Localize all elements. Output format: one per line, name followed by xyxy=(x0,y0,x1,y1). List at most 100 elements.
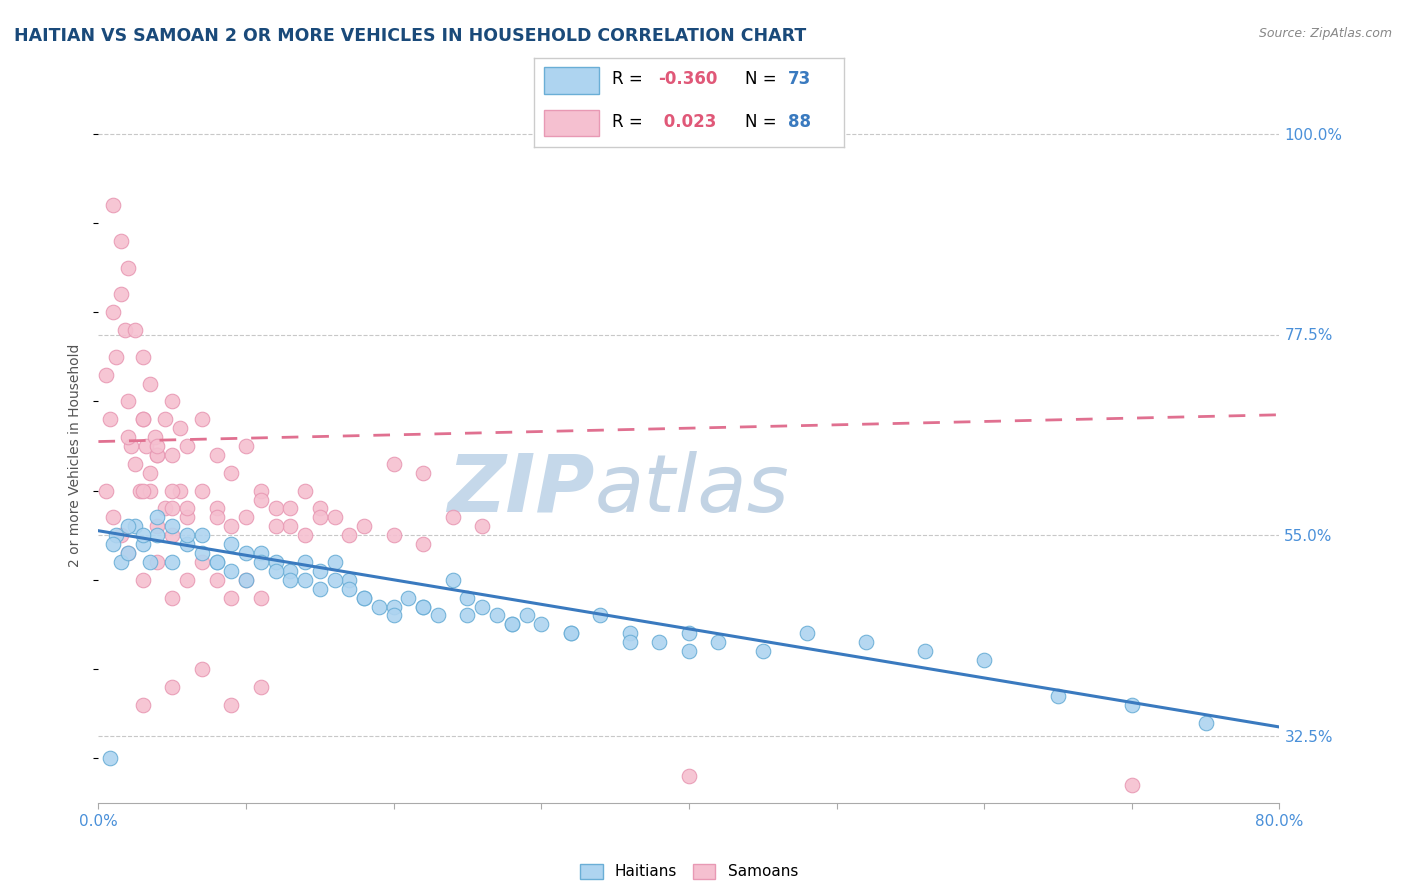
Point xyxy=(103,198,125,212)
Legend: Haitians, Samoans: Haitians, Samoans xyxy=(574,857,804,886)
Point xyxy=(191,483,214,498)
Point xyxy=(589,608,612,623)
Point xyxy=(368,599,391,614)
Text: R =: R = xyxy=(612,113,643,131)
Point xyxy=(110,528,132,542)
Point xyxy=(176,573,198,587)
Y-axis label: 2 or more Vehicles in Household: 2 or more Vehicles in Household xyxy=(69,343,83,566)
Text: Source: ZipAtlas.com: Source: ZipAtlas.com xyxy=(1258,27,1392,40)
Point xyxy=(294,573,316,587)
Text: -0.360: -0.360 xyxy=(658,70,717,88)
Point xyxy=(146,439,169,453)
Point xyxy=(221,466,243,480)
Text: 0.023: 0.023 xyxy=(658,113,717,131)
Text: 88: 88 xyxy=(787,113,811,131)
Point xyxy=(235,573,257,587)
Point xyxy=(132,412,155,426)
Point xyxy=(250,483,273,498)
Point xyxy=(707,635,730,649)
Point xyxy=(191,662,214,676)
Point xyxy=(103,537,125,551)
Text: 73: 73 xyxy=(787,70,811,88)
Point xyxy=(973,653,995,667)
Point xyxy=(427,608,450,623)
Point xyxy=(250,492,273,507)
Point xyxy=(205,573,228,587)
Point xyxy=(309,582,332,596)
Point xyxy=(339,582,360,596)
Point xyxy=(396,591,419,605)
Point xyxy=(146,519,169,533)
Point xyxy=(205,555,228,569)
Point xyxy=(456,591,478,605)
Point xyxy=(98,751,121,765)
Point xyxy=(120,439,142,453)
Point xyxy=(132,573,155,587)
Point xyxy=(486,608,509,623)
Point xyxy=(353,519,375,533)
Point xyxy=(169,483,191,498)
Point xyxy=(1121,778,1143,792)
Point xyxy=(169,421,191,435)
Point xyxy=(412,466,434,480)
Point xyxy=(205,555,228,569)
Point xyxy=(132,350,155,364)
Point xyxy=(501,617,523,632)
Point xyxy=(221,537,243,551)
Point xyxy=(221,519,243,533)
Point xyxy=(309,564,332,578)
Point xyxy=(619,626,641,640)
Point xyxy=(124,323,146,337)
Point xyxy=(117,546,139,560)
Point xyxy=(98,412,121,426)
Point xyxy=(176,501,198,516)
Point xyxy=(264,501,287,516)
Point xyxy=(501,617,523,632)
Point xyxy=(441,573,464,587)
Point xyxy=(323,555,346,569)
Point xyxy=(221,564,243,578)
Point xyxy=(162,528,183,542)
Point xyxy=(796,626,818,640)
Point xyxy=(205,501,228,516)
Text: N =: N = xyxy=(745,113,776,131)
Point xyxy=(264,519,287,533)
Point xyxy=(412,599,434,614)
Point xyxy=(176,510,198,524)
Point xyxy=(619,635,641,649)
Point xyxy=(456,608,478,623)
Point xyxy=(117,260,139,275)
Point xyxy=(382,608,405,623)
Point xyxy=(146,555,169,569)
Point xyxy=(264,555,287,569)
Point xyxy=(264,564,287,578)
Point xyxy=(339,573,360,587)
Point xyxy=(110,555,132,569)
Point xyxy=(176,537,198,551)
Point xyxy=(235,439,257,453)
Point xyxy=(855,635,877,649)
Point xyxy=(162,555,183,569)
Point xyxy=(143,430,166,444)
Point xyxy=(191,412,214,426)
Point xyxy=(146,448,169,462)
Point xyxy=(441,510,464,524)
Point xyxy=(412,599,434,614)
Point xyxy=(339,528,360,542)
Point xyxy=(309,501,332,516)
Point xyxy=(105,350,128,364)
Point xyxy=(162,591,183,605)
Point xyxy=(1046,689,1069,703)
Point xyxy=(516,608,538,623)
Point xyxy=(105,528,128,542)
Point xyxy=(914,644,936,658)
Point xyxy=(412,537,434,551)
Point xyxy=(110,234,132,248)
Point xyxy=(678,769,700,783)
Point xyxy=(382,599,405,614)
Point xyxy=(471,519,494,533)
Point xyxy=(221,591,243,605)
Point xyxy=(146,448,169,462)
Point xyxy=(250,546,273,560)
Point xyxy=(278,519,302,533)
